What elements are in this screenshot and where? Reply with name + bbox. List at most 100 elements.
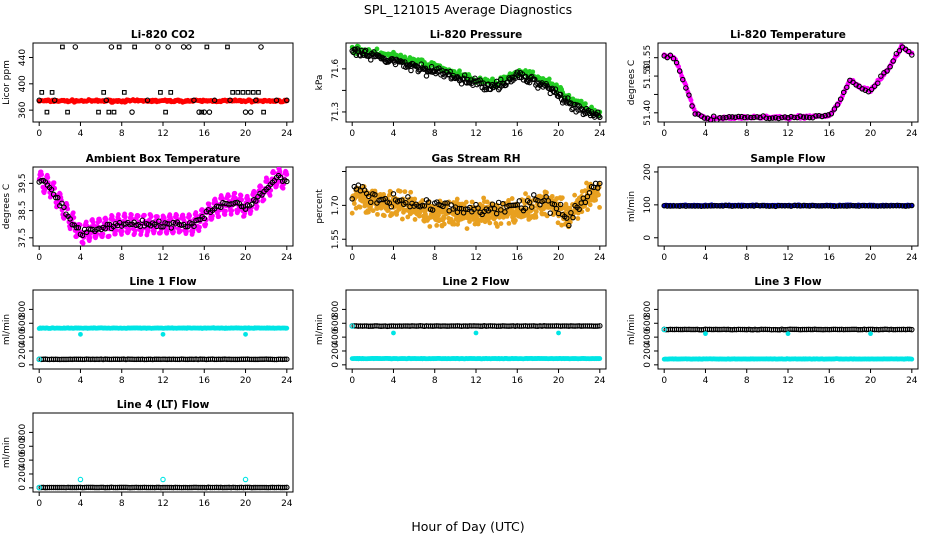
data-point: [412, 196, 418, 202]
x-tick-label: 4: [391, 376, 397, 386]
data-point: [794, 202, 801, 209]
data-point: [875, 203, 881, 209]
data-point: [267, 192, 273, 198]
data-point: [242, 109, 249, 115]
chart-panel: Gas Stream RH 0 4 8 12 16 20 24 1.55 1.70 percent: [315, 153, 607, 263]
data-point: [775, 202, 782, 209]
data-point: [561, 95, 568, 101]
y-axis-label: ml/min: [627, 314, 637, 345]
data-point: [893, 202, 900, 209]
data-point: [875, 80, 881, 86]
y-tick-label: 600: [331, 314, 341, 331]
data-point: [813, 113, 819, 119]
data-point: [899, 203, 906, 209]
data-point: [36, 97, 42, 104]
data-point: [794, 114, 801, 121]
data-point: [284, 172, 290, 177]
data-point: [553, 205, 560, 212]
data-point: [502, 209, 508, 215]
data-point: [546, 76, 552, 82]
data-point: [87, 235, 93, 241]
data-point: [533, 214, 539, 220]
data-point: [427, 224, 433, 229]
data-point: [168, 225, 175, 231]
data-point: [896, 202, 903, 209]
data-point: [256, 90, 261, 95]
panel-frame: [32, 166, 294, 247]
data-point: [905, 48, 912, 55]
data-point: [398, 197, 405, 203]
data-point: [413, 63, 419, 69]
data-point: [408, 189, 414, 195]
x-tick-label: 0: [661, 129, 667, 139]
data-point: [688, 97, 694, 103]
data-point: [881, 203, 887, 209]
data-point: [487, 220, 493, 226]
data-point: [493, 78, 500, 85]
data-point: [816, 112, 822, 119]
x-tick-label: 0: [661, 253, 667, 263]
data-point: [258, 184, 264, 189]
data-point: [859, 86, 866, 92]
data-point: [865, 203, 872, 209]
data-point: [171, 229, 176, 235]
data-point: [689, 203, 695, 209]
data-point: [243, 331, 248, 337]
data-point: [39, 90, 45, 95]
data-point: [856, 203, 862, 209]
x-tick-label: 20: [553, 129, 565, 139]
data-point: [522, 205, 529, 212]
data-point: [49, 90, 55, 95]
data-point: [168, 90, 174, 95]
data-point: [585, 107, 592, 114]
x-tick-label: 24: [281, 376, 293, 386]
data-point: [161, 215, 167, 221]
data-point: [88, 226, 94, 232]
data-point: [253, 198, 259, 204]
data-point: [717, 203, 723, 209]
data-point: [597, 323, 603, 329]
data-point: [797, 113, 804, 119]
data-point: [723, 202, 729, 209]
panel-data: [349, 180, 603, 232]
data-point: [667, 203, 674, 209]
data-point: [284, 325, 290, 331]
y-tick-label: 400: [331, 328, 341, 345]
data-point: [597, 356, 603, 361]
y-tick-label: 51.55: [643, 45, 653, 71]
data-point: [248, 208, 254, 214]
data-point: [242, 210, 248, 216]
data-point: [726, 203, 732, 209]
data-point: [211, 97, 218, 104]
x-tick-label: 4: [78, 253, 84, 263]
data-point: [726, 114, 732, 120]
data-point: [459, 76, 466, 83]
data-point: [844, 84, 850, 91]
data-point: [78, 331, 83, 337]
data-point: [717, 114, 723, 121]
figure-x-axis-title: Hour of Day (UTC): [411, 519, 524, 534]
x-tick-label: 20: [865, 253, 877, 263]
panel-data: [349, 43, 603, 121]
data-point: [816, 203, 822, 209]
data-point: [868, 203, 875, 209]
data-point: [729, 114, 736, 120]
data-point: [100, 231, 106, 237]
data-point: [228, 211, 234, 217]
y-tick-label: 51.50: [643, 63, 653, 89]
y-axis-label: kPa: [315, 75, 325, 91]
data-point: [822, 203, 828, 209]
data-point: [158, 90, 163, 95]
x-tick-label: 0: [36, 129, 42, 139]
x-tick-label: 0: [349, 376, 355, 386]
panel-title: Line 3 Flow: [754, 276, 821, 288]
panel-title: Sample Flow: [750, 153, 825, 165]
data-point: [683, 85, 689, 91]
y-tick-label: 37.5: [18, 228, 28, 248]
data-point: [206, 109, 213, 115]
data-point: [741, 114, 748, 121]
x-tick-label: 12: [470, 253, 481, 263]
x-tick-label: 24: [281, 129, 293, 139]
data-point: [441, 215, 447, 221]
y-axis-label: degrees C: [2, 184, 12, 229]
